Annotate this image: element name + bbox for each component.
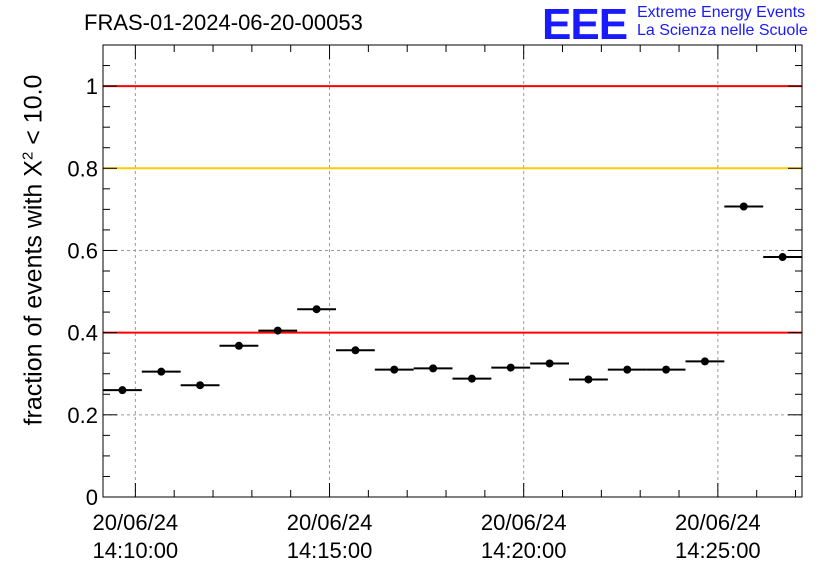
data-point: [157, 367, 166, 376]
data-point: [584, 375, 593, 384]
data-point: [351, 346, 360, 355]
data-point: [196, 381, 205, 390]
logo-caption: Extreme Energy Events La Scienza nelle S…: [637, 4, 808, 40]
data-point: [234, 341, 243, 350]
y-tick-label: 1: [86, 74, 98, 99]
data-point: [467, 374, 476, 383]
data-point: [545, 359, 554, 368]
x-tick-label: 20/06/24: [481, 510, 567, 535]
logo-line-1: Extreme Energy Events: [637, 4, 806, 21]
y-tick-label: 0.8: [67, 156, 98, 181]
y-tick-label: 0: [86, 485, 98, 510]
x-tick-label: 14:25:00: [675, 538, 761, 563]
x-tick-label: 14:15:00: [287, 538, 373, 563]
x-tick-label: 14:10:00: [93, 538, 179, 563]
data-point: [429, 364, 438, 373]
chart-title: FRAS-01-2024-06-20-00053: [84, 10, 363, 35]
x-tick-label: 20/06/24: [93, 510, 179, 535]
x-tick-label: 20/06/24: [287, 510, 373, 535]
data-point: [390, 365, 399, 374]
data-point: [739, 202, 748, 211]
eee-logo: EEE: [542, 0, 628, 49]
data-point: [700, 357, 709, 366]
data-point: [623, 365, 632, 374]
data-point: [662, 365, 671, 374]
plot-frame: [102, 44, 803, 498]
data-point: [312, 305, 321, 314]
y-tick-label: 0.4: [67, 321, 98, 346]
data-point: [118, 386, 127, 395]
x-tick-label: 20/06/24: [675, 510, 761, 535]
y-tick-label: 0.2: [67, 403, 98, 428]
logo-line-2: La Scienza nelle Scuole: [637, 22, 808, 39]
data-point: [778, 253, 787, 262]
data-point: [273, 326, 282, 335]
y-tick-label: 0.6: [67, 238, 98, 263]
data-point: [506, 363, 515, 372]
x-tick-label: 14:20:00: [481, 538, 567, 563]
